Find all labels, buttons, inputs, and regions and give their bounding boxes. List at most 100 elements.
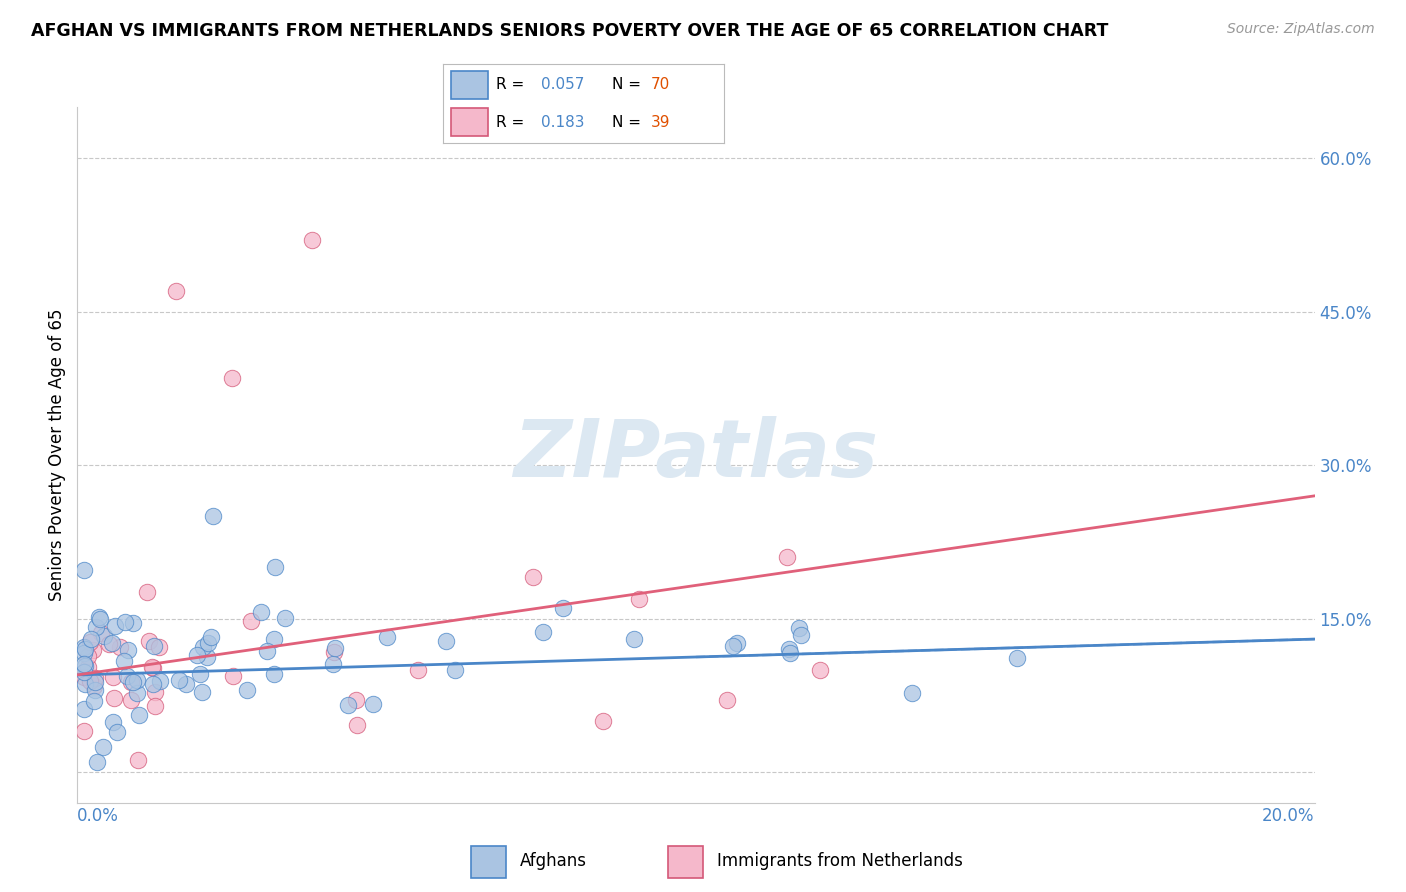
- Point: [79, 673, 101, 688]
- Text: 39: 39: [651, 115, 671, 130]
- Point: [125, 673, 148, 687]
- Point: [72, 670, 94, 684]
- Point: [101, 714, 124, 729]
- Point: [551, 601, 574, 615]
- Point: [141, 659, 163, 673]
- Point: [200, 630, 222, 644]
- Point: [128, 707, 150, 722]
- Point: [101, 636, 124, 650]
- Point: [117, 642, 139, 657]
- Point: [522, 570, 544, 584]
- Point: [322, 645, 344, 659]
- Point: [143, 685, 166, 699]
- Point: [361, 697, 384, 711]
- Point: [790, 627, 813, 641]
- Text: Immigrants from Netherlands: Immigrants from Netherlands: [717, 852, 963, 870]
- FancyBboxPatch shape: [451, 70, 488, 99]
- Text: 0.057: 0.057: [541, 77, 585, 92]
- Point: [110, 640, 132, 654]
- Point: [264, 560, 287, 574]
- FancyBboxPatch shape: [668, 846, 703, 878]
- Point: [301, 233, 323, 247]
- Point: [114, 615, 136, 629]
- Text: N =: N =: [612, 77, 641, 92]
- Point: [91, 740, 114, 755]
- Point: [82, 643, 104, 657]
- Text: R =: R =: [496, 77, 530, 92]
- Point: [434, 634, 457, 648]
- Point: [202, 509, 225, 524]
- Point: [901, 686, 924, 700]
- Point: [344, 693, 367, 707]
- Point: [72, 657, 94, 672]
- Point: [80, 632, 103, 646]
- Point: [725, 635, 748, 649]
- Point: [89, 612, 111, 626]
- Point: [346, 718, 368, 732]
- Point: [165, 284, 187, 298]
- Point: [169, 673, 191, 687]
- Point: [120, 674, 142, 689]
- Point: [83, 694, 105, 708]
- Text: AFGHAN VS IMMIGRANTS FROM NETHERLANDS SENIORS POVERTY OVER THE AGE OF 65 CORRELA: AFGHAN VS IMMIGRANTS FROM NETHERLANDS SE…: [31, 22, 1108, 40]
- Point: [84, 620, 107, 634]
- Text: 0.183: 0.183: [541, 115, 585, 130]
- Point: [142, 677, 165, 691]
- Point: [240, 614, 263, 628]
- Point: [186, 648, 208, 662]
- Point: [143, 639, 166, 653]
- Point: [143, 699, 166, 714]
- Point: [105, 725, 128, 739]
- Text: N =: N =: [612, 115, 641, 130]
- Point: [263, 632, 285, 646]
- Point: [72, 646, 94, 660]
- Point: [256, 644, 278, 658]
- Point: [112, 654, 135, 668]
- Point: [83, 679, 105, 693]
- Text: Afghans: Afghans: [520, 852, 588, 870]
- Point: [149, 674, 172, 689]
- Point: [72, 701, 94, 715]
- Point: [787, 622, 810, 636]
- Point: [221, 371, 243, 385]
- Point: [121, 693, 143, 707]
- Point: [97, 637, 120, 651]
- Point: [191, 640, 214, 655]
- Point: [115, 669, 138, 683]
- Point: [77, 660, 100, 674]
- Point: [73, 659, 96, 673]
- Point: [77, 648, 100, 663]
- Point: [127, 753, 149, 767]
- Point: [142, 660, 165, 674]
- Point: [592, 714, 614, 728]
- Point: [274, 611, 297, 625]
- Point: [1005, 651, 1028, 665]
- Point: [73, 677, 96, 691]
- Point: [104, 619, 127, 633]
- Text: 0.0%: 0.0%: [77, 807, 120, 825]
- Point: [188, 667, 211, 681]
- Point: [84, 682, 107, 697]
- Y-axis label: Seniors Poverty Over the Age of 65: Seniors Poverty Over the Age of 65: [48, 309, 66, 601]
- Point: [337, 698, 360, 712]
- Point: [127, 686, 149, 700]
- Point: [716, 693, 738, 707]
- Point: [375, 631, 398, 645]
- Point: [121, 675, 143, 690]
- Point: [533, 624, 555, 639]
- Point: [72, 723, 94, 738]
- Point: [776, 549, 799, 564]
- Point: [176, 677, 198, 691]
- Point: [86, 755, 108, 769]
- Point: [101, 670, 124, 684]
- Point: [72, 640, 94, 654]
- Point: [90, 626, 112, 640]
- Point: [103, 690, 125, 705]
- Point: [84, 675, 107, 690]
- Text: Source: ZipAtlas.com: Source: ZipAtlas.com: [1227, 22, 1375, 37]
- Point: [84, 671, 107, 685]
- Text: 70: 70: [651, 77, 671, 92]
- Point: [195, 649, 218, 664]
- Text: 20.0%: 20.0%: [1263, 807, 1315, 825]
- Point: [93, 629, 115, 643]
